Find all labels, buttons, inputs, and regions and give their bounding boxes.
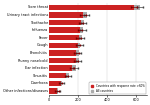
Bar	[49, 73, 69, 78]
Bar	[49, 65, 76, 71]
Bar	[49, 81, 62, 86]
Bar	[49, 88, 57, 94]
Bar	[49, 88, 58, 94]
Bar	[49, 12, 87, 18]
Bar	[49, 27, 80, 33]
Bar	[49, 58, 76, 63]
Bar	[49, 43, 80, 48]
Bar	[49, 43, 78, 48]
Bar	[49, 35, 81, 40]
Bar	[49, 27, 83, 33]
Bar	[49, 81, 61, 86]
Bar	[49, 65, 72, 71]
Bar	[49, 5, 134, 10]
Bar	[49, 20, 84, 25]
Bar	[49, 73, 66, 78]
Bar	[49, 35, 79, 40]
Bar	[49, 50, 76, 56]
Bar	[49, 20, 81, 25]
Bar	[49, 50, 79, 56]
Bar	[49, 5, 140, 10]
Bar	[49, 12, 83, 18]
Bar	[49, 58, 79, 63]
Legend: Countries with response rate >60%, All countries: Countries with response rate >60%, All c…	[89, 82, 146, 94]
